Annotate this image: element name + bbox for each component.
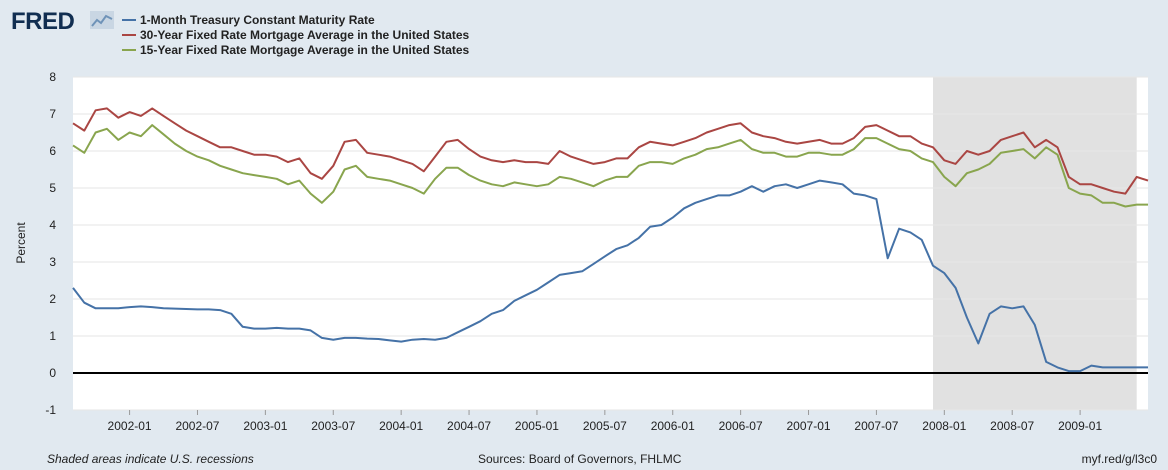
y-tick-label: 0 <box>49 366 56 380</box>
legend-label: 15-Year Fixed Rate Mortgage Average in t… <box>140 42 470 57</box>
x-tick-label: 2005-07 <box>583 419 627 433</box>
x-tick-label: 2004-01 <box>379 419 423 433</box>
x-tick-label: 2008-07 <box>990 419 1034 433</box>
x-tick-label: 2003-07 <box>311 419 355 433</box>
y-tick-label: 2 <box>49 292 56 306</box>
legend-swatch <box>122 48 136 51</box>
y-tick-label: -1 <box>45 403 56 417</box>
chart-line-icon <box>90 11 114 29</box>
recession-note: Shaded areas indicate U.S. recessions <box>47 452 254 466</box>
x-tick-label: 2007-01 <box>787 419 831 433</box>
legend-swatch <box>122 18 136 21</box>
x-tick-label: 2007-07 <box>854 419 898 433</box>
y-axis-label: Percent <box>14 222 28 264</box>
y-tick-label: 8 <box>49 70 56 84</box>
chart-legend: 1-Month Treasury Constant Maturity Rate … <box>122 12 469 57</box>
grid-lines <box>73 76 1148 411</box>
legend-label: 1-Month Treasury Constant Maturity Rate <box>140 12 375 27</box>
y-tick-label: 4 <box>49 218 56 232</box>
y-tick-label: 7 <box>49 107 56 121</box>
legend-item-treasury[interactable]: 1-Month Treasury Constant Maturity Rate <box>122 12 469 27</box>
x-tick-label: 2009-01 <box>1058 419 1102 433</box>
series-line-2[interactable] <box>72 124 1148 208</box>
x-tick-label: 2002-07 <box>175 419 219 433</box>
x-tick-label: 2002-01 <box>108 419 152 433</box>
y-tick-label: 5 <box>49 181 56 195</box>
series-line-1[interactable] <box>72 107 1149 195</box>
x-tick-label: 2006-07 <box>719 419 763 433</box>
y-tick-label: 3 <box>49 255 56 269</box>
x-tick-label: 2005-01 <box>515 419 559 433</box>
legend-item-15yr[interactable]: 15-Year Fixed Rate Mortgage Average in t… <box>122 42 469 57</box>
recession-band <box>933 77 1137 410</box>
legend-swatch <box>122 33 136 36</box>
x-tick-label: 2004-07 <box>447 419 491 433</box>
series-lines <box>72 107 1149 373</box>
x-tick-label: 2003-01 <box>243 419 287 433</box>
series-line-0[interactable] <box>72 179 1148 373</box>
x-tick-label: 2008-01 <box>922 419 966 433</box>
legend-item-30yr[interactable]: 30-Year Fixed Rate Mortgage Average in t… <box>122 27 469 42</box>
sources-text: Sources: Board of Governors, FHLMC <box>478 452 682 466</box>
line-chart: -1 0 1 2 3 4 5 6 7 8 2002-01 2002-07 2003-01 2003-07 2… <box>14 70 1149 433</box>
legend-label: 30-Year Fixed Rate Mortgage Average in t… <box>140 27 470 42</box>
axes: -1 0 1 2 3 4 5 6 7 8 2002-01 2002-07 2003-01 2003-07 2… <box>45 70 1102 433</box>
fred-logo[interactable]: FRED <box>11 8 75 35</box>
chart-header: FRED 1-Month Treasury Constant Maturity … <box>0 0 1168 70</box>
y-tick-label: 6 <box>49 144 56 158</box>
short-url-link[interactable]: myf.red/g/l3c0 <box>1081 452 1157 466</box>
y-tick-label: 1 <box>49 329 56 343</box>
x-tick-label: 2006-01 <box>651 419 695 433</box>
recession-shading <box>933 77 1137 410</box>
